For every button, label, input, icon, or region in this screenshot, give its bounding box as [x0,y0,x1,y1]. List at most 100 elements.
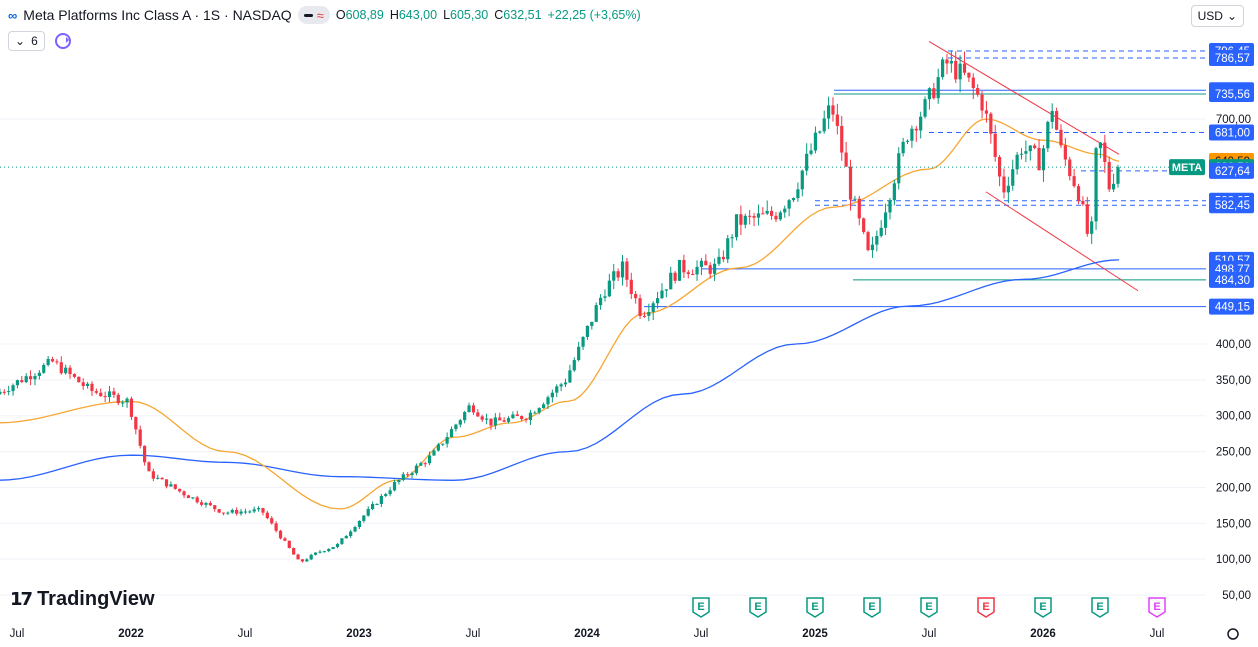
candle-body [186,495,191,499]
candle-body [796,189,800,199]
candle-body [476,412,480,417]
candle-body [90,383,94,392]
symbol-title[interactable]: Meta Platforms Inc Class A · 1S · NASDAQ [23,7,292,23]
candle-body [55,361,59,363]
tradingview-wordmark: TradingView [37,588,155,610]
candle-body [50,358,55,362]
candle-body [1094,148,1098,222]
price-tick-label: 300,00 [1216,411,1251,423]
candle-body [349,531,353,536]
candle-body [848,166,853,200]
candle-body [568,370,572,383]
currency-select[interactable]: USD ⌄ [1190,5,1244,27]
earnings-marker-icon [749,597,767,618]
candle-body [984,110,989,114]
time-tick-label: Jul [238,628,253,640]
candle-body [357,520,362,528]
candle-body [739,214,743,225]
candle-body [664,289,668,291]
candle-body [989,113,993,134]
candle-body [634,293,638,299]
candle-body [142,445,147,463]
candle-body [173,484,177,489]
price-label: 484,30 [1215,275,1250,287]
candle-body [594,305,598,322]
candle-body [423,463,427,465]
price-label: 627,64 [1215,166,1251,178]
indicator-count: 6 [31,34,38,48]
candle-body [261,508,265,513]
candle-body [121,402,125,404]
candle-body [37,372,41,376]
candle-body [502,420,506,422]
open-label: O [335,8,346,22]
candle-body [598,297,603,306]
time-tick-label: Jul [466,628,481,640]
low-label: L [443,8,451,22]
candle-body [81,382,85,387]
candle-body [397,479,401,483]
candle-body [256,508,261,510]
candle-body [331,547,335,549]
time-tick-label: Jul [1150,628,1165,640]
candle-body [563,382,568,385]
candle-body [169,484,173,487]
candle-body [528,412,533,420]
candle-body [809,150,813,154]
interval-badge[interactable]: ≈ [297,6,330,24]
candle-body [2,391,6,393]
candle-body [1019,153,1024,155]
candle-body [940,59,945,78]
candle-body [454,424,458,430]
currency-label: USD [1197,9,1223,23]
settings-gear-icon[interactable] [1227,628,1239,640]
candle-body [59,362,63,374]
candle-body [191,497,195,499]
candle-body [901,141,905,154]
candle-body [555,386,559,393]
candle-body [541,404,546,409]
high-label: H [389,8,399,22]
candle-body [748,215,752,217]
candle-body [607,280,611,297]
candle-body [221,512,226,514]
time-tick-label: Jul [10,628,25,640]
candle-body [612,271,616,281]
candle-body [436,444,440,451]
candle-body [42,364,46,373]
indicators-toggle[interactable]: ⌄ 6 [8,31,45,51]
candle-body [572,360,576,371]
candle-body [15,380,20,386]
candle-body [949,60,953,64]
candle-body [362,515,366,521]
candle-body [699,260,704,267]
earnings-label: E [1039,601,1046,613]
candle-body [783,208,787,213]
candle-body [204,502,208,505]
candle-body [870,244,875,251]
candle-body [138,429,142,446]
candle-body [585,325,590,337]
candle-body [410,473,414,475]
refresh-icon[interactable] [54,33,71,49]
candle-body [226,512,230,514]
price-label: 735,56 [1215,89,1250,101]
price-label: 786,57 [1215,53,1250,65]
price-label-bg [1209,197,1254,214]
candle-body [651,303,655,312]
candle-body [1107,162,1111,190]
candle-body [353,527,357,532]
candle-body [603,296,607,298]
price-label: 681,00 [1215,127,1250,139]
meta-logo-icon: ∞ [8,7,18,23]
candle-body [511,414,515,419]
candle-body [1054,111,1059,130]
candle-body [199,502,204,505]
candle-body [213,505,217,510]
candle-body [107,391,112,398]
candle-body [1041,148,1046,171]
candle-body [660,290,664,299]
candle-body [1098,142,1103,149]
earnings-label: E [925,601,932,613]
